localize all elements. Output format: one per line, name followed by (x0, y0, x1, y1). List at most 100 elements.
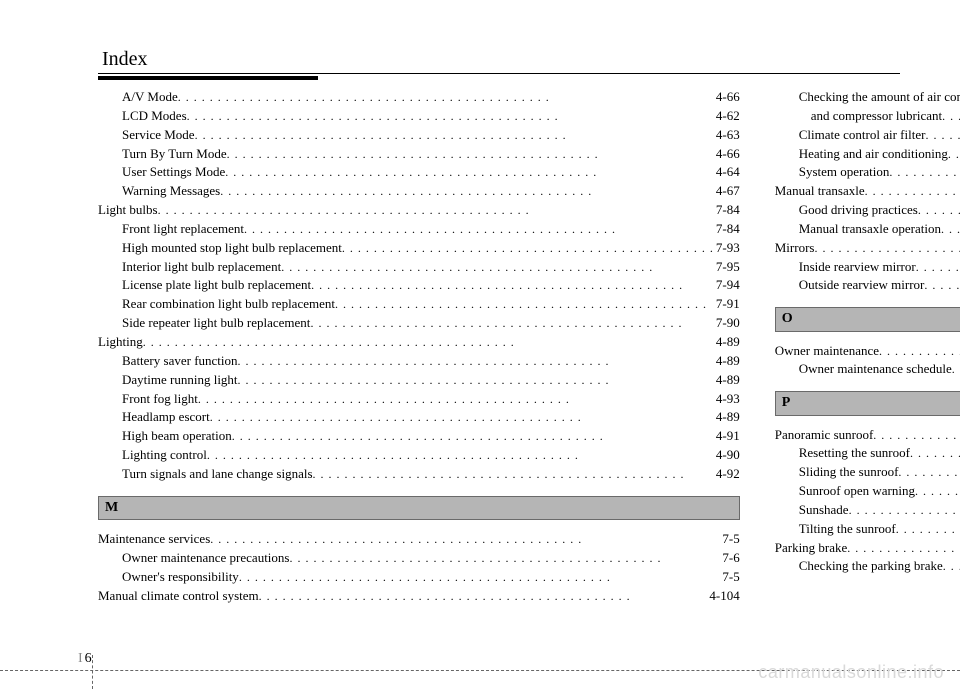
page-number: I6 (78, 651, 92, 667)
index-entry: Interior light bulb replacement7-95 (98, 258, 740, 277)
index-entry: Owner's responsibility7-5 (98, 568, 740, 587)
entry-label: Owner maintenance schedule (799, 360, 952, 379)
right-column: Checking the amount of air conditioner r… (775, 88, 960, 605)
index-entry: Checking the parking brake7-44 (775, 557, 960, 576)
entry-dots (879, 342, 960, 361)
index-entry: System operation4-110 (775, 163, 960, 182)
entry-page: 4-93 (714, 390, 740, 409)
entry-label: Manual climate control system (98, 587, 259, 606)
entry-dots (207, 446, 714, 465)
header-rule (98, 73, 900, 74)
index-entry: Climate control air filter4-112 (775, 126, 960, 145)
entry-label: Resetting the sunroof (799, 444, 910, 463)
index-entry: Heating and air conditioning4-105 (775, 145, 960, 164)
index-entry: Front fog light 4-93 (98, 390, 740, 409)
entry-dots (281, 258, 714, 277)
entry-label: Outside rearview mirror (799, 276, 925, 295)
entry-page: 7-90 (714, 314, 740, 333)
entry-label: Checking the amount of air conditioner r… (799, 88, 960, 107)
entry-label: Front light replacement (122, 220, 244, 239)
entry-label: Manual transaxle operation (799, 220, 941, 239)
entry-label: Rear combination light bulb replacement (122, 295, 335, 314)
entry-page: 4-89 (714, 333, 740, 352)
index-entry: Checking the amount of air conditioner r… (775, 88, 960, 107)
entry-dots (310, 314, 713, 333)
entry-dots (889, 163, 960, 182)
entry-page: 4-66 (714, 145, 740, 164)
entry-dots (220, 182, 714, 201)
entry-dots (227, 145, 714, 164)
entry-dots (952, 360, 960, 379)
entry-dots (238, 371, 714, 390)
side-dash (92, 655, 93, 689)
index-entry: Lighting4-89 (98, 333, 740, 352)
entry-page: 7-6 (720, 549, 739, 568)
entry-label: Owner maintenance precautions (122, 549, 289, 568)
entry-page: 7-94 (714, 276, 740, 295)
entry-page: 4-90 (714, 446, 740, 465)
entry-dots (942, 107, 960, 126)
entry-label: Manual transaxle (775, 182, 865, 201)
entry-dots (916, 258, 960, 277)
page-number-value: 6 (85, 651, 92, 666)
entry-page: 4-92 (714, 465, 740, 484)
index-entry: Inside rearview mirror4-49 (775, 258, 960, 277)
entry-dots (238, 352, 714, 371)
entry-page: 4-89 (714, 352, 740, 371)
entry-label: Front fog light (122, 390, 198, 409)
entry-label: Good driving practices (799, 201, 918, 220)
entry-label: Owner maintenance (775, 342, 879, 361)
entry-page: 7-5 (720, 568, 739, 587)
entry-dots (313, 465, 714, 484)
section-letter-m: M (98, 496, 740, 520)
entry-label: and compressor lubricant (811, 107, 942, 126)
watermark: carmanualsonline.info (758, 662, 944, 683)
index-entry: Lighting control4-90 (98, 446, 740, 465)
entry-page: 7-91 (714, 295, 740, 314)
entry-label: High mounted stop light bulb replacement (122, 239, 342, 258)
header-title: Index (102, 48, 900, 71)
entry-page: 4-91 (714, 427, 740, 446)
entry-page: 4-66 (714, 88, 740, 107)
entry-dots (896, 520, 960, 539)
entry-page: 7-84 (714, 201, 740, 220)
entry-label: Battery saver function (122, 352, 238, 371)
entry-label: Climate control air filter (799, 126, 926, 145)
entry-page: 4-89 (714, 408, 740, 427)
entry-dots (178, 88, 714, 107)
index-entry: Mirrors4-49 (775, 239, 960, 258)
entry-page: 7-84 (714, 220, 740, 239)
entry-label: Sunshade (799, 501, 849, 520)
entry-dots (865, 182, 960, 201)
entry-label: Daytime running light (122, 371, 238, 390)
entry-dots (289, 549, 720, 568)
entry-dots (873, 426, 960, 445)
page: Index A/V Mode4-66LCD Modes4-62Service M… (0, 0, 960, 605)
entry-label: Warning Messages (122, 182, 220, 201)
entry-page: 4-62 (714, 107, 740, 126)
entry-dots (195, 126, 714, 145)
entry-page: 4-67 (714, 182, 740, 201)
entry-dots (158, 201, 714, 220)
entry-label: Maintenance services (98, 530, 210, 549)
entry-label: Headlamp escort (122, 408, 210, 427)
entry-label: Parking brake (775, 539, 848, 558)
entry-dots (259, 587, 708, 606)
index-entry: Sunshade4-40 (775, 501, 960, 520)
entry-page: 4-63 (714, 126, 740, 145)
index-entry: Turn By Turn Mode4-66 (98, 145, 740, 164)
entry-dots (198, 390, 714, 409)
index-entry: Resetting the sunroof4-41 (775, 444, 960, 463)
entry-dots (225, 163, 714, 182)
entry-page: 7-95 (714, 258, 740, 277)
entry-dots (941, 220, 960, 239)
header-rule-thick (98, 76, 318, 80)
index-entry: Outside rearview mirror4-51 (775, 276, 960, 295)
entry-dots (210, 408, 714, 427)
entry-label: Panoramic sunroof (775, 426, 874, 445)
entry-dots (948, 145, 960, 164)
entry-label: Light bulbs (98, 201, 158, 220)
section-letter-p: P (775, 391, 960, 415)
entry-dots (847, 539, 960, 558)
index-entry: and compressor lubricant4-113 (775, 107, 960, 126)
